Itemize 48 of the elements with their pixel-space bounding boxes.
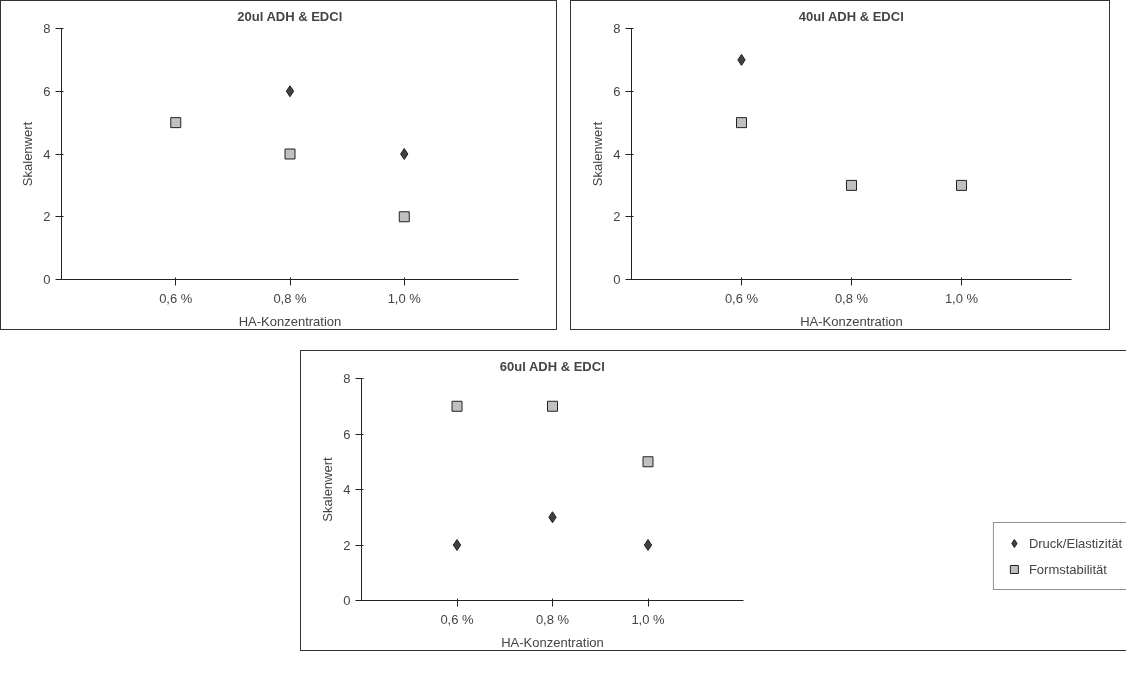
point: [285, 85, 295, 98]
point: [643, 539, 653, 551]
y-tick-label: 0: [43, 272, 51, 287]
y-tick-label: 6: [343, 426, 351, 442]
y-axis-title: Skalenwert: [320, 456, 336, 522]
y-tick-label: 8: [613, 21, 621, 36]
point: [452, 539, 462, 551]
x-tick-label: 0,8 %: [273, 290, 308, 306]
y-tick-label: 8: [343, 371, 351, 386]
point: [956, 179, 967, 191]
chart-title: 20ul ADH & EDCl: [237, 8, 343, 24]
legend-label: Formstabilität: [1028, 561, 1107, 577]
point: [398, 211, 410, 223]
x-tick-label: 0,8 %: [535, 611, 570, 627]
y-axis-title: Skalenwert: [590, 121, 606, 187]
y-tick-label: 4: [613, 146, 621, 162]
y-tick-label: 6: [43, 83, 51, 99]
chart-title: 60ul ADH & EDCl: [499, 358, 605, 374]
x-tick-label: 0,8 %: [834, 290, 869, 306]
y-tick-label: 2: [613, 209, 621, 225]
y-tick-label: 2: [343, 537, 351, 553]
y-tick-label: 8: [43, 21, 51, 36]
point: [284, 148, 296, 160]
y-axis-title: Skalenwert: [20, 121, 36, 187]
legend-label: Druck/Elastizität: [1028, 535, 1123, 551]
chart-title: 40ul ADH & EDCl: [798, 8, 904, 24]
point: [846, 179, 857, 191]
x-tick-label: 0,6 %: [159, 290, 193, 306]
point: [170, 117, 182, 129]
y-tick-label: 4: [43, 146, 51, 162]
x-axis-title: HA-Konzentration: [800, 313, 903, 329]
point: [400, 148, 409, 160]
x-tick-label: 1,0 %: [387, 290, 422, 306]
y-tick-label: 0: [613, 272, 621, 287]
point: [451, 400, 463, 412]
y-tick-label: 4: [343, 482, 351, 497]
point: [736, 117, 747, 129]
x-tick-label: 0,6 %: [724, 290, 759, 306]
x-tick-label: 1,0 %: [631, 611, 666, 627]
x-axis-title: HA-Konzentration: [238, 313, 342, 329]
y-tick-label: 6: [613, 83, 621, 99]
x-axis-title: HA-Konzentration: [501, 634, 604, 650]
point: [642, 456, 654, 468]
point: [547, 400, 558, 412]
y-tick-label: 2: [43, 209, 51, 225]
x-tick-label: 1,0 %: [944, 290, 979, 306]
x-tick-label: 0,6 %: [440, 611, 475, 627]
y-tick-label: 0: [343, 593, 351, 608]
